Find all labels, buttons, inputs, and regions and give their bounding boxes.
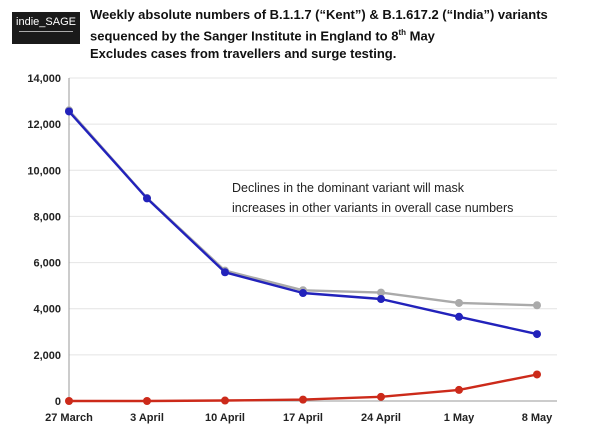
chart-title-line1: Weekly absolute numbers of B.1.1.7 (“Ken… xyxy=(90,7,548,22)
logo-underline xyxy=(19,31,73,32)
annotation: Declines in the dominant variant will ma… xyxy=(232,181,513,215)
series-line xyxy=(68,110,538,336)
data-point xyxy=(299,395,307,404)
x-tick-label: 27 March xyxy=(45,412,93,424)
y-tick-label: 6,000 xyxy=(33,258,61,270)
logo-text: indie_SAGE xyxy=(16,16,76,28)
chart-title-line2: sequenced by the Sanger Institute in Eng… xyxy=(90,24,595,45)
x-tick-label: 1 May xyxy=(444,412,475,424)
x-tick-label: 10 April xyxy=(205,412,245,424)
annotation-line-2: increases in other variants in overall c… xyxy=(232,201,513,215)
data-point xyxy=(221,396,229,405)
chart-axes xyxy=(68,78,557,402)
x-tick-label: 8 May xyxy=(522,412,553,424)
data-point xyxy=(533,301,541,310)
data-point xyxy=(143,194,151,203)
y-tick-label: 14,000 xyxy=(27,73,61,85)
chart-title-superscript: th xyxy=(398,28,406,37)
y-tick-label: 2,000 xyxy=(33,350,61,362)
chart-title-line2-main: sequenced by the Sanger Institute in Eng… xyxy=(90,28,399,44)
series-group xyxy=(65,106,541,405)
x-tick-label: 24 April xyxy=(361,412,401,424)
y-tick-label: 12,000 xyxy=(27,119,61,131)
data-point xyxy=(455,312,463,321)
data-point xyxy=(143,397,151,405)
x-tick-label: 3 April xyxy=(130,412,164,424)
y-tick-label: 4,000 xyxy=(33,304,61,316)
data-point xyxy=(377,392,385,401)
data-point xyxy=(533,370,541,379)
data-point xyxy=(65,107,73,116)
data-point xyxy=(377,295,385,304)
data-point xyxy=(221,268,229,277)
x-tick-labels: 27 March 3 April 10 April 17 April 24 April 1… xyxy=(45,412,553,424)
chart-header: Weekly absolute numbers of B.1.1.7 (“Ken… xyxy=(90,6,595,63)
y-tick-labels: 0 2,000 4,000 6,000 8,000 10,000 12,000 14,000 xyxy=(27,73,61,408)
y-tick-label: 0 xyxy=(55,396,61,408)
data-point xyxy=(455,385,463,394)
y-tick-label: 8,000 xyxy=(33,211,61,223)
data-point xyxy=(65,397,73,405)
y-gridlines xyxy=(69,77,557,356)
y-tick-label: 10,000 xyxy=(27,165,61,177)
data-point xyxy=(455,298,463,307)
annotation-line-1: Declines in the dominant variant will ma… xyxy=(232,181,465,195)
indie-sage-logo: indie_SAGE xyxy=(12,12,80,44)
chart-subtitle: Excludes cases from travellers and surge… xyxy=(90,46,397,62)
data-point xyxy=(533,330,541,339)
chart-title-line2-end: May xyxy=(406,28,435,44)
data-point xyxy=(377,288,385,297)
x-tick-label: 17 April xyxy=(283,412,323,424)
data-point xyxy=(299,289,307,298)
